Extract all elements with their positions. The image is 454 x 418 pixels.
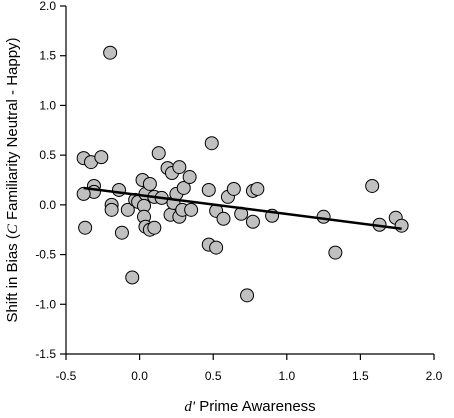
x-tick-label: 0.5 bbox=[205, 369, 222, 383]
data-point bbox=[182, 170, 197, 185]
data-point bbox=[250, 181, 265, 196]
data-point bbox=[245, 214, 260, 229]
y-axis-title-start: Shift in Bias ( bbox=[4, 234, 21, 322]
data-point bbox=[316, 209, 331, 224]
data-point bbox=[216, 211, 231, 226]
data-point bbox=[176, 180, 191, 195]
data-point bbox=[142, 176, 157, 191]
x-axis-title-variable: d' bbox=[184, 399, 196, 415]
data-point bbox=[111, 182, 126, 197]
data-point bbox=[104, 202, 119, 217]
y-axis-title-variable: C bbox=[5, 223, 21, 234]
data-point bbox=[209, 240, 224, 255]
data-point bbox=[94, 150, 109, 165]
data-point bbox=[78, 220, 93, 235]
x-tick-label: 2.0 bbox=[426, 369, 443, 383]
data-point bbox=[76, 186, 91, 201]
data-point bbox=[240, 288, 255, 303]
data-point bbox=[328, 245, 343, 260]
data-point bbox=[204, 136, 219, 151]
data-point bbox=[172, 160, 187, 175]
x-tick-label: 0.0 bbox=[131, 369, 148, 383]
y-tick-label: 2.0 bbox=[39, 0, 56, 13]
x-tick-label: 1.0 bbox=[278, 369, 295, 383]
data-point bbox=[184, 202, 199, 217]
data-point bbox=[226, 181, 241, 196]
tick-layer: -1.5 -1.0 -0.5 0.0 0.5 1.0 1.5 2.0 -0.5 0.0 0.5 1.0… bbox=[35, 0, 442, 383]
data-point bbox=[147, 220, 162, 235]
data-point bbox=[103, 45, 118, 60]
x-tick-label: -0.5 bbox=[56, 369, 77, 383]
data-point bbox=[151, 146, 166, 161]
data-point bbox=[120, 202, 135, 217]
y-tick-label: -1.5 bbox=[35, 347, 56, 361]
y-tick-label: 0.0 bbox=[39, 198, 56, 212]
y-tick-label: -1.0 bbox=[35, 297, 56, 311]
y-tick-label: 1.5 bbox=[39, 49, 56, 63]
x-tick-label: 1.5 bbox=[352, 369, 369, 383]
x-axis-title: d' Prime Awareness bbox=[184, 398, 315, 415]
data-point bbox=[114, 225, 129, 240]
trend-line bbox=[83, 186, 402, 230]
x-axis-title-text: Prime Awareness bbox=[195, 398, 316, 415]
y-tick-label: 1.0 bbox=[39, 98, 56, 112]
data-point bbox=[201, 182, 216, 197]
data-point bbox=[125, 270, 140, 285]
y-tick-label: -0.5 bbox=[35, 248, 56, 262]
y-axis-title: Shift in Bias (C Familiarity Neutral - H… bbox=[4, 37, 21, 322]
data-point bbox=[365, 178, 380, 193]
y-tick-label: 0.5 bbox=[39, 148, 56, 162]
y-axis-title-end: Familiarity Neutral - Happy) bbox=[4, 37, 21, 224]
data-points bbox=[76, 45, 409, 303]
data-point bbox=[394, 218, 409, 233]
